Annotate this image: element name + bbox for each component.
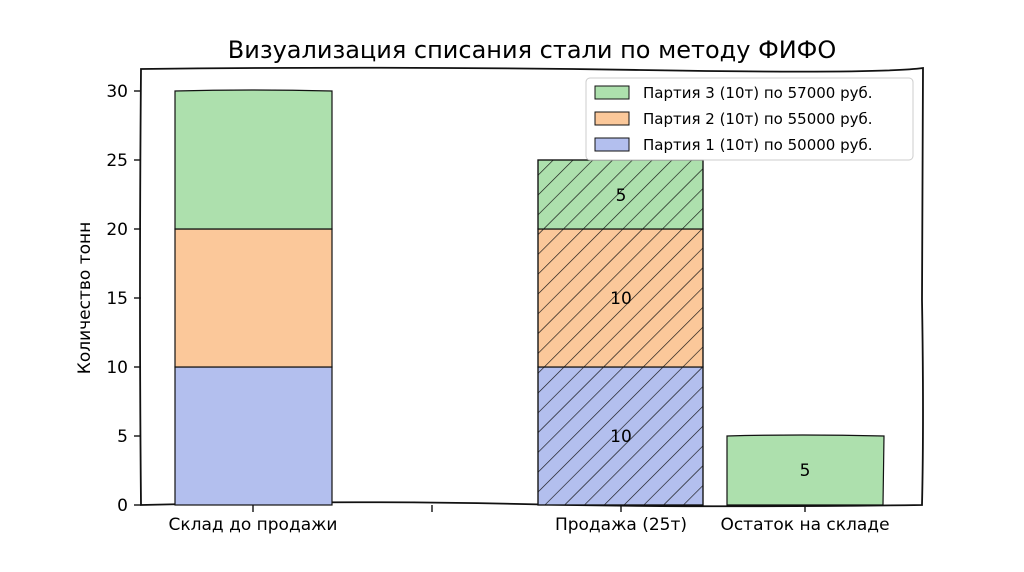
x-category-label: Склад до продажи bbox=[169, 515, 338, 535]
segment-batch-1 bbox=[174, 366, 333, 506]
legend: Партия 3 (10т) по 57000 руб. Партия 2 (1… bbox=[585, 77, 914, 161]
legend-item-batch-3: Партия 3 (10т) по 57000 руб. bbox=[594, 84, 873, 102]
legend-item-batch-1: Партия 1 (10т) по 50000 руб. bbox=[594, 136, 873, 154]
y-tick-label: 30 bbox=[106, 82, 128, 102]
annotation-sale-batch-1: 10 bbox=[610, 427, 632, 447]
y-tick-label: 15 bbox=[106, 289, 128, 309]
y-tick-label: 20 bbox=[106, 220, 128, 240]
y-tick-labels: 0 5 10 15 20 25 30 bbox=[106, 82, 128, 516]
y-tick-label: 10 bbox=[106, 358, 128, 378]
legend-label: Партия 1 (10т) по 50000 руб. bbox=[643, 136, 873, 154]
segment-batch-3 bbox=[726, 434, 885, 506]
legend-swatch bbox=[594, 137, 630, 152]
bar-warehouse-before-sale bbox=[174, 89, 333, 506]
legend-label: Партия 3 (10т) по 57000 руб. bbox=[643, 84, 873, 102]
segment-batch-2 bbox=[174, 228, 333, 368]
y-tick-label: 0 bbox=[117, 496, 128, 516]
annotation-sale-batch-3: 5 bbox=[616, 186, 627, 206]
y-tick-label: 25 bbox=[106, 151, 128, 171]
legend-label: Партия 2 (10т) по 55000 руб. bbox=[643, 110, 873, 128]
legend-swatch bbox=[594, 111, 630, 126]
hatch-pattern bbox=[538, 160, 703, 229]
y-axis-label: Количество тонн bbox=[75, 222, 95, 375]
segment-batch-3 bbox=[174, 89, 333, 230]
legend-swatch bbox=[594, 85, 630, 100]
chart-title: Визуализация списания стали по методу ФИ… bbox=[228, 36, 836, 64]
x-category-label: Продажа (25т) bbox=[555, 515, 687, 535]
legend-item-batch-2: Партия 2 (10т) по 55000 руб. bbox=[594, 110, 873, 128]
annotation-sale-batch-2: 10 bbox=[610, 289, 632, 309]
bar-remaining-stock: 5 bbox=[726, 434, 885, 506]
x-axis bbox=[252, 505, 806, 512]
hatch-pattern bbox=[538, 367, 703, 505]
y-tick-label: 5 bbox=[117, 427, 128, 447]
hatch-pattern bbox=[538, 229, 703, 367]
y-axis bbox=[134, 90, 141, 506]
bar-sale-25t: 5 10 10 bbox=[537, 159, 704, 506]
x-category-label: Остаток на складе bbox=[720, 515, 889, 535]
annotation-remaining-batch-3: 5 bbox=[800, 461, 811, 481]
